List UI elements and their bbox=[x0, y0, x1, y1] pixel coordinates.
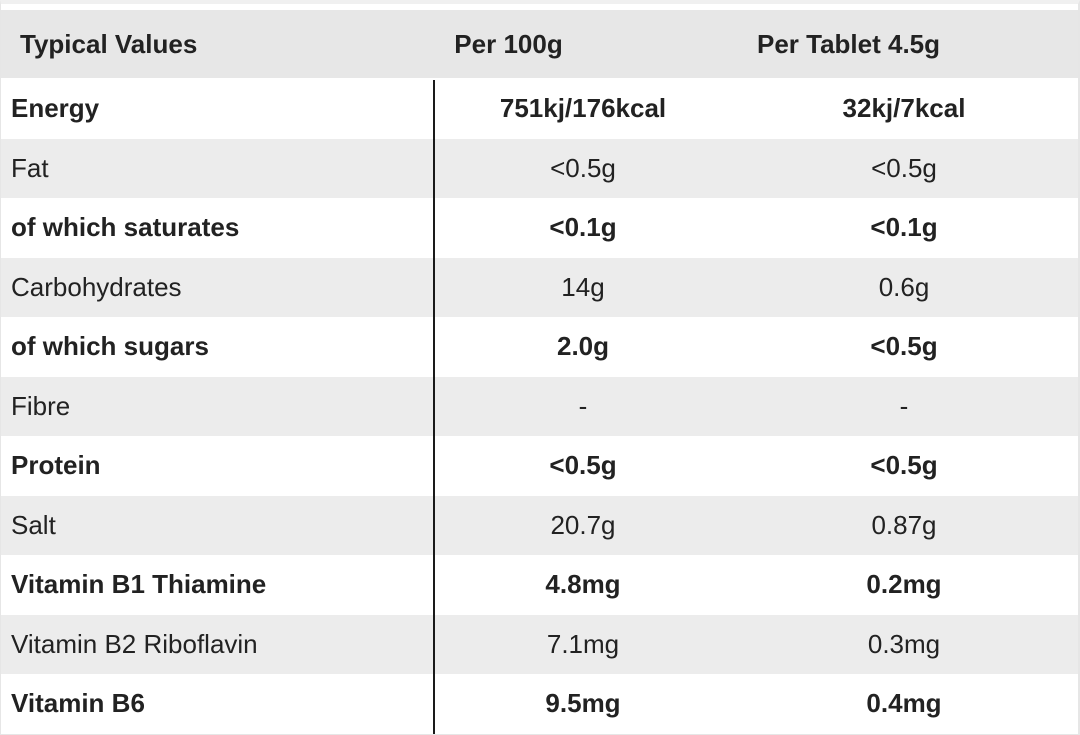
row-label: Vitamin B2 Riboflavin bbox=[11, 628, 258, 659]
row-label: Protein bbox=[11, 450, 101, 481]
header-per-100g: Per 100g bbox=[454, 28, 563, 59]
row-per-tablet: 0.4mg bbox=[866, 688, 942, 719]
header-typical-values: Typical Values bbox=[20, 28, 198, 59]
table-row-saturates: of which saturates <0.1g <0.1g bbox=[1, 198, 1078, 258]
table-row-salt: Salt 20.7g 0.87g bbox=[1, 495, 1078, 555]
row-per-tablet: <0.1g bbox=[870, 212, 938, 243]
row-per-tablet: 0.3mg bbox=[867, 628, 941, 659]
row-label: Vitamin B1 Thiamine bbox=[11, 569, 267, 600]
row-per-100g: 20.7g bbox=[550, 509, 616, 540]
header-per-tablet: Per Tablet 4.5g bbox=[756, 28, 941, 59]
row-per-100g: 9.5mg bbox=[545, 688, 621, 719]
row-label: Vitamin B6 bbox=[11, 688, 145, 719]
table-header-row: Typical Values Per 100g Per Tablet 4.5g bbox=[1, 10, 1078, 78]
row-per-tablet: - bbox=[899, 390, 909, 421]
row-per-100g: <0.1g bbox=[549, 212, 617, 243]
table-row-energy: Energy 751kj/176kcal 32kj/7kcal bbox=[1, 79, 1078, 139]
row-per-100g: 14g bbox=[561, 271, 605, 302]
table-row-vitamin-b1: Vitamin B1 Thiamine 4.8mg 0.2mg bbox=[1, 555, 1078, 615]
row-label: of which sugars bbox=[11, 331, 209, 362]
row-label: of which saturates bbox=[11, 212, 240, 243]
row-per-100g: 751kj/176kcal bbox=[499, 93, 667, 124]
row-per-tablet: 0.87g bbox=[871, 509, 937, 540]
table-row-vitamin-b2: Vitamin B2 Riboflavin 7.1mg 0.3mg bbox=[1, 614, 1078, 674]
row-label: Energy bbox=[11, 93, 100, 124]
row-per-tablet: <0.5g bbox=[871, 152, 937, 183]
row-per-tablet: <0.5g bbox=[870, 450, 938, 481]
row-per-100g: 4.8mg bbox=[545, 569, 621, 600]
row-per-tablet: 0.2mg bbox=[866, 569, 942, 600]
table-row-fibre: Fibre - - bbox=[1, 376, 1078, 436]
column-divider bbox=[433, 80, 435, 734]
table-row-carbohydrates: Carbohydrates 14g 0.6g bbox=[1, 257, 1078, 317]
table-row-fat: Fat <0.5g <0.5g bbox=[1, 138, 1078, 198]
row-per-tablet: 0.6g bbox=[878, 271, 930, 302]
row-label: Carbohydrates bbox=[11, 271, 182, 302]
row-per-tablet: <0.5g bbox=[870, 331, 938, 362]
row-per-100g: 7.1mg bbox=[546, 628, 620, 659]
row-per-100g: - bbox=[578, 390, 588, 421]
row-per-tablet: 32kj/7kcal bbox=[842, 93, 966, 124]
row-per-100g: 2.0g bbox=[556, 331, 610, 362]
table-row-protein: Protein <0.5g <0.5g bbox=[1, 436, 1078, 496]
row-label: Fibre bbox=[11, 390, 71, 421]
row-label: Fat bbox=[11, 152, 49, 183]
table-row-vitamin-b6: Vitamin B6 9.5mg 0.4mg bbox=[1, 674, 1078, 734]
table-row-sugars: of which sugars 2.0g <0.5g bbox=[1, 317, 1078, 377]
row-label: Salt bbox=[11, 509, 56, 540]
row-per-100g: <0.5g bbox=[550, 152, 616, 183]
row-per-100g: <0.5g bbox=[549, 450, 617, 481]
